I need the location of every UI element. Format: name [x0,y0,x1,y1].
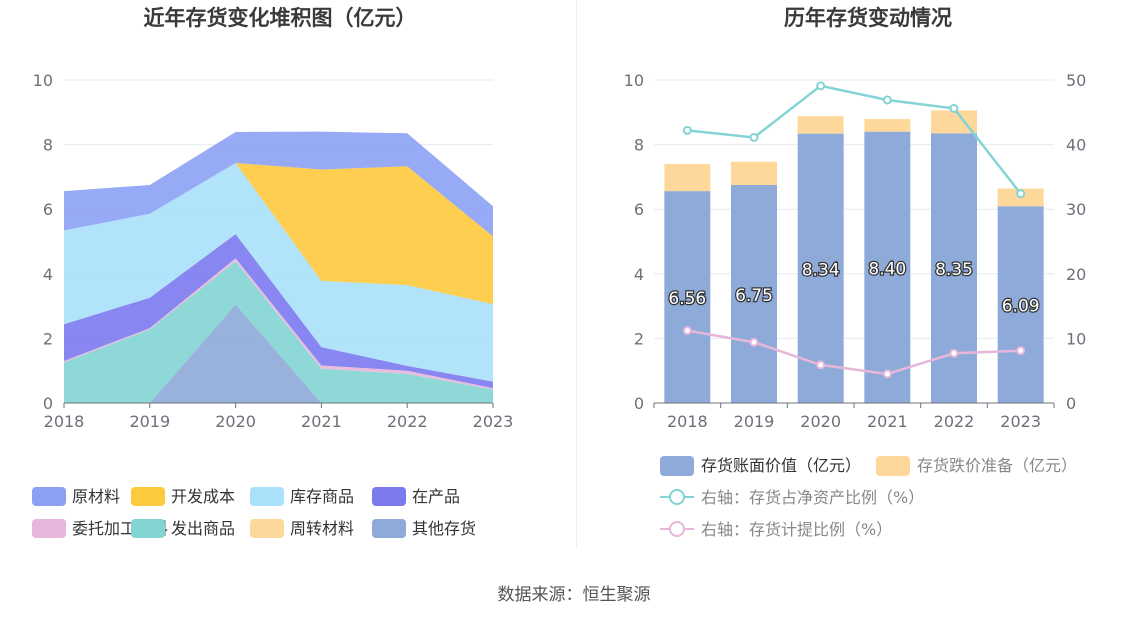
bar-impairment [864,119,911,132]
legend-label: 开发成本 [171,487,235,506]
line-point [882,95,892,105]
bar-line-chart: 0 2 4 6 8 10 0 10 20 30 40 50 6.56 6.75 8.34 8.40 8.35 6.… [624,71,1087,539]
bar-data-label: 8.40 [868,259,906,279]
line-point [682,125,692,135]
bar-book-value [731,184,777,403]
bar-book-value [864,131,911,403]
line-point [682,326,692,336]
legend-label: 右轴：存货计提比例（%） [701,520,892,539]
right-chart-title: 历年存货变动情况 [784,6,952,30]
legend-swatch [131,519,165,538]
x-tick-label: 2023 [1000,412,1041,431]
legend-swatch [372,519,406,538]
line-point [749,132,759,142]
bar-book-value [664,191,711,403]
area-发出商品 [64,261,493,403]
legend-label: 存货账面价值（亿元） [701,456,861,475]
y2-tick-label: 30 [1066,200,1086,219]
legend-swatch [372,487,406,506]
x-tick-label: 2019 [129,412,170,431]
y-tick-label: 2 [43,329,53,348]
x-tick-label: 2021 [301,412,342,431]
legend-label: 周转材料 [290,519,354,538]
line-point [882,369,892,379]
x-tick-label: 2021 [867,412,908,431]
legend-swatch [876,456,910,476]
legend-label: 存货跌价准备（亿元） [917,456,1077,475]
bar-impairment [931,110,977,134]
bar-data-label: 6.09 [1002,297,1040,317]
panel-divider [576,0,577,548]
legend-label: 其他存货 [412,519,476,538]
line-point [1016,189,1026,199]
legend-swatch [250,487,284,506]
y-tick-label: 6 [43,200,53,219]
y-tick-label: 6 [634,200,644,219]
y-tick-label: 0 [634,394,644,413]
y-tick-label: 8 [634,136,644,155]
area-在产品 [64,234,493,389]
line-point [749,337,759,347]
bar-data-label: 8.34 [802,260,840,280]
y2-tick-label: 40 [1066,136,1086,155]
line-inventory-to-net-assets [687,84,1022,195]
bar-book-value [797,133,844,404]
x-tick-label: 2018 [667,412,708,431]
x-tick-label: 2020 [800,412,841,431]
left-chart-title: 近年存货变化堆积图（亿元） [143,6,417,30]
y2-tick-label: 50 [1066,71,1086,90]
x-tick-label: 2018 [44,412,85,431]
bar-impairment [664,163,711,192]
legend-label: 发出商品 [171,519,235,538]
legend-swatch [131,487,165,506]
line-point [1016,346,1026,356]
y2-tick-label: 0 [1066,394,1076,413]
bar-impairment [797,116,844,134]
line-point [949,103,959,113]
legend-label: 右轴：存货占净资产比例（%） [701,488,924,507]
x-tick-label: 2023 [473,412,514,431]
line-point [949,348,959,358]
legend-label: 原材料 [72,487,120,506]
line-point [816,81,826,91]
legend-label: 库存商品 [290,487,354,506]
line-impairment-ratio [687,329,1021,376]
area-开发成本 [64,163,493,305]
bar-data-label: 6.56 [668,289,706,309]
area-库存商品 [64,163,493,382]
y-tick-label: 4 [634,265,644,284]
bar-data-label: 8.35 [935,260,973,280]
line-point [816,360,826,370]
bar-book-value [997,206,1044,403]
y-tick-label: 2 [634,329,644,348]
legend-line-icon [669,489,685,505]
bar-data-label: 6.75 [735,286,773,306]
x-tick-label: 2022 [387,412,428,431]
area-原材料 [64,131,493,237]
legend-line-icon [669,521,685,537]
y-tick-label: 10 [624,71,644,90]
x-tick-label: 2020 [215,412,256,431]
legend-swatch [32,519,66,538]
y-tick-label: 0 [43,394,53,413]
legend-swatch [250,519,284,538]
y-tick-label: 10 [33,71,53,90]
y-tick-label: 8 [43,136,53,155]
y2-tick-label: 10 [1066,329,1086,348]
data-source: 数据来源：恒生聚源 [497,585,651,605]
x-tick-label: 2022 [934,412,975,431]
y-tick-label: 4 [43,265,53,284]
stacked-area-chart: 0 2 4 6 8 10 2018 2019 2020 2021 2022 2023 原材料 开发成本 库存… [32,71,514,538]
y2-tick-label: 20 [1066,265,1086,284]
legend-swatch [660,456,694,476]
legend-swatch [32,487,66,506]
x-tick-label: 2019 [734,412,775,431]
legend-label: 在产品 [412,487,460,506]
bar-impairment [731,161,777,185]
